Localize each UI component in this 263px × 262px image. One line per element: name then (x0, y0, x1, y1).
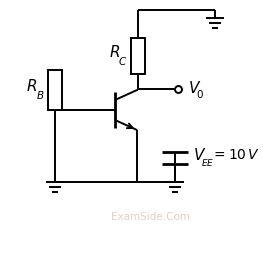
Text: ExamSide.Com: ExamSide.Com (110, 212, 190, 222)
Text: $EE$: $EE$ (201, 156, 214, 167)
Text: $C$: $C$ (118, 55, 128, 67)
Bar (131, 38, 145, 74)
Text: $V$: $V$ (193, 147, 206, 163)
Text: $B$: $B$ (36, 89, 44, 101)
Text: $R$: $R$ (109, 44, 120, 60)
Text: $R$: $R$ (26, 78, 38, 94)
Text: $0$: $0$ (196, 88, 204, 100)
Bar (48, 70, 62, 110)
Text: $= 10\,V$: $= 10\,V$ (211, 148, 260, 162)
Text: $V$: $V$ (188, 80, 201, 96)
